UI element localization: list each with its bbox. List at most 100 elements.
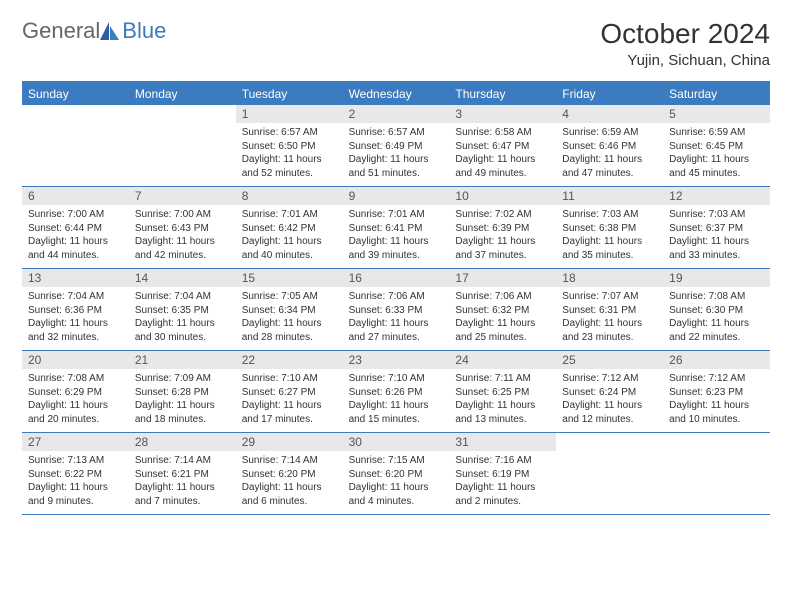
- sunset-text: Sunset: 6:42 PM: [242, 222, 337, 236]
- calendar-cell: 1Sunrise: 6:57 AMSunset: 6:50 PMDaylight…: [236, 105, 343, 186]
- sunrise-text: Sunrise: 6:58 AM: [455, 126, 550, 140]
- day-header: Friday: [556, 83, 663, 105]
- calendar-cell: 28Sunrise: 7:14 AMSunset: 6:21 PMDayligh…: [129, 433, 236, 514]
- daylight-text: Daylight: 11 hours and 47 minutes.: [562, 153, 657, 180]
- sunset-text: Sunset: 6:29 PM: [28, 386, 123, 400]
- sunset-text: Sunset: 6:22 PM: [28, 468, 123, 482]
- daylight-text: Daylight: 11 hours and 18 minutes.: [135, 399, 230, 426]
- calendar-cell: 9Sunrise: 7:01 AMSunset: 6:41 PMDaylight…: [343, 187, 450, 268]
- calendar-cell: 17Sunrise: 7:06 AMSunset: 6:32 PMDayligh…: [449, 269, 556, 350]
- sunrise-text: Sunrise: 7:13 AM: [28, 454, 123, 468]
- day-header: Sunday: [22, 83, 129, 105]
- day-body: Sunrise: 7:00 AMSunset: 6:43 PMDaylight:…: [129, 205, 236, 268]
- title-block: October 2024 Yujin, Sichuan, China: [600, 18, 770, 69]
- calendar-cell: 6Sunrise: 7:00 AMSunset: 6:44 PMDaylight…: [22, 187, 129, 268]
- daylight-text: Daylight: 11 hours and 51 minutes.: [349, 153, 444, 180]
- daylight-text: Daylight: 11 hours and 37 minutes.: [455, 235, 550, 262]
- sunrise-text: Sunrise: 7:15 AM: [349, 454, 444, 468]
- calendar-cell: 16Sunrise: 7:06 AMSunset: 6:33 PMDayligh…: [343, 269, 450, 350]
- sunrise-text: Sunrise: 7:16 AM: [455, 454, 550, 468]
- day-body: Sunrise: 7:09 AMSunset: 6:28 PMDaylight:…: [129, 369, 236, 432]
- sunrise-text: Sunrise: 7:10 AM: [242, 372, 337, 386]
- calendar-cell: 21Sunrise: 7:09 AMSunset: 6:28 PMDayligh…: [129, 351, 236, 432]
- calendar-cell: 4Sunrise: 6:59 AMSunset: 6:46 PMDaylight…: [556, 105, 663, 186]
- day-body: Sunrise: 7:03 AMSunset: 6:37 PMDaylight:…: [663, 205, 770, 268]
- day-number: 2: [343, 105, 450, 123]
- calendar-cell: 5Sunrise: 6:59 AMSunset: 6:45 PMDaylight…: [663, 105, 770, 186]
- sunset-text: Sunset: 6:36 PM: [28, 304, 123, 318]
- calendar-week: 20Sunrise: 7:08 AMSunset: 6:29 PMDayligh…: [22, 351, 770, 433]
- day-body: Sunrise: 6:59 AMSunset: 6:45 PMDaylight:…: [663, 123, 770, 186]
- sunset-text: Sunset: 6:41 PM: [349, 222, 444, 236]
- daylight-text: Daylight: 11 hours and 9 minutes.: [28, 481, 123, 508]
- day-body: Sunrise: 7:04 AMSunset: 6:35 PMDaylight:…: [129, 287, 236, 350]
- day-header: Wednesday: [343, 83, 450, 105]
- sunrise-text: Sunrise: 7:01 AM: [242, 208, 337, 222]
- sunset-text: Sunset: 6:50 PM: [242, 140, 337, 154]
- day-body: Sunrise: 7:10 AMSunset: 6:27 PMDaylight:…: [236, 369, 343, 432]
- calendar-cell: 2Sunrise: 6:57 AMSunset: 6:49 PMDaylight…: [343, 105, 450, 186]
- day-body: Sunrise: 7:07 AMSunset: 6:31 PMDaylight:…: [556, 287, 663, 350]
- sunset-text: Sunset: 6:47 PM: [455, 140, 550, 154]
- calendar: Sunday Monday Tuesday Wednesday Thursday…: [22, 81, 770, 515]
- daylight-text: Daylight: 11 hours and 42 minutes.: [135, 235, 230, 262]
- day-header: Tuesday: [236, 83, 343, 105]
- sunrise-text: Sunrise: 7:03 AM: [669, 208, 764, 222]
- daylight-text: Daylight: 11 hours and 39 minutes.: [349, 235, 444, 262]
- sunrise-text: Sunrise: 7:11 AM: [455, 372, 550, 386]
- daylight-text: Daylight: 11 hours and 25 minutes.: [455, 317, 550, 344]
- day-body: Sunrise: 7:13 AMSunset: 6:22 PMDaylight:…: [22, 451, 129, 514]
- calendar-cell: 7Sunrise: 7:00 AMSunset: 6:43 PMDaylight…: [129, 187, 236, 268]
- calendar-cell: [22, 105, 129, 186]
- day-number: 13: [22, 269, 129, 287]
- sunset-text: Sunset: 6:21 PM: [135, 468, 230, 482]
- sunset-text: Sunset: 6:39 PM: [455, 222, 550, 236]
- day-number: 26: [663, 351, 770, 369]
- day-body: Sunrise: 7:01 AMSunset: 6:41 PMDaylight:…: [343, 205, 450, 268]
- day-header: Thursday: [449, 83, 556, 105]
- day-number: 27: [22, 433, 129, 451]
- day-body: Sunrise: 7:02 AMSunset: 6:39 PMDaylight:…: [449, 205, 556, 268]
- daylight-text: Daylight: 11 hours and 30 minutes.: [135, 317, 230, 344]
- calendar-day-headers: Sunday Monday Tuesday Wednesday Thursday…: [22, 83, 770, 105]
- daylight-text: Daylight: 11 hours and 12 minutes.: [562, 399, 657, 426]
- day-body: Sunrise: 7:14 AMSunset: 6:20 PMDaylight:…: [236, 451, 343, 514]
- day-body: Sunrise: 7:12 AMSunset: 6:23 PMDaylight:…: [663, 369, 770, 432]
- calendar-cell: 3Sunrise: 6:58 AMSunset: 6:47 PMDaylight…: [449, 105, 556, 186]
- day-number: 9: [343, 187, 450, 205]
- calendar-week: 13Sunrise: 7:04 AMSunset: 6:36 PMDayligh…: [22, 269, 770, 351]
- day-body: Sunrise: 7:14 AMSunset: 6:21 PMDaylight:…: [129, 451, 236, 514]
- calendar-weeks: 1Sunrise: 6:57 AMSunset: 6:50 PMDaylight…: [22, 105, 770, 515]
- calendar-cell: [556, 433, 663, 514]
- logo-sail-icon: [100, 22, 120, 40]
- day-number: 11: [556, 187, 663, 205]
- sunset-text: Sunset: 6:24 PM: [562, 386, 657, 400]
- daylight-text: Daylight: 11 hours and 17 minutes.: [242, 399, 337, 426]
- sunrise-text: Sunrise: 6:59 AM: [562, 126, 657, 140]
- sunset-text: Sunset: 6:44 PM: [28, 222, 123, 236]
- calendar-cell: 29Sunrise: 7:14 AMSunset: 6:20 PMDayligh…: [236, 433, 343, 514]
- day-number: [129, 105, 236, 109]
- day-number: 22: [236, 351, 343, 369]
- day-body: Sunrise: 7:00 AMSunset: 6:44 PMDaylight:…: [22, 205, 129, 268]
- calendar-cell: 31Sunrise: 7:16 AMSunset: 6:19 PMDayligh…: [449, 433, 556, 514]
- daylight-text: Daylight: 11 hours and 7 minutes.: [135, 481, 230, 508]
- sunset-text: Sunset: 6:31 PM: [562, 304, 657, 318]
- sunrise-text: Sunrise: 7:10 AM: [349, 372, 444, 386]
- day-body: Sunrise: 7:11 AMSunset: 6:25 PMDaylight:…: [449, 369, 556, 432]
- daylight-text: Daylight: 11 hours and 32 minutes.: [28, 317, 123, 344]
- page-title: October 2024: [600, 18, 770, 50]
- calendar-week: 27Sunrise: 7:13 AMSunset: 6:22 PMDayligh…: [22, 433, 770, 515]
- sunset-text: Sunset: 6:26 PM: [349, 386, 444, 400]
- calendar-cell: 23Sunrise: 7:10 AMSunset: 6:26 PMDayligh…: [343, 351, 450, 432]
- sunset-text: Sunset: 6:30 PM: [669, 304, 764, 318]
- daylight-text: Daylight: 11 hours and 52 minutes.: [242, 153, 337, 180]
- sunrise-text: Sunrise: 7:12 AM: [669, 372, 764, 386]
- sunset-text: Sunset: 6:32 PM: [455, 304, 550, 318]
- calendar-cell: 14Sunrise: 7:04 AMSunset: 6:35 PMDayligh…: [129, 269, 236, 350]
- sunrise-text: Sunrise: 7:08 AM: [669, 290, 764, 304]
- sunrise-text: Sunrise: 7:12 AM: [562, 372, 657, 386]
- day-number: 20: [22, 351, 129, 369]
- day-number: 10: [449, 187, 556, 205]
- day-number: 14: [129, 269, 236, 287]
